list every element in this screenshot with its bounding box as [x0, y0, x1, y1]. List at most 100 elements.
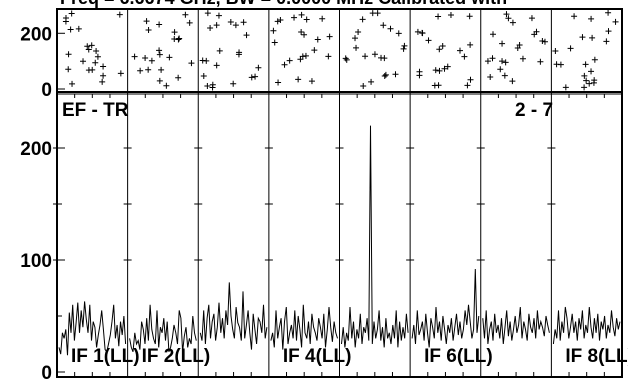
- phase-point: [441, 65, 448, 72]
- phase-point: [175, 74, 182, 81]
- phase-point: [509, 78, 516, 85]
- phase-point: [435, 13, 442, 20]
- phase-point: [537, 58, 544, 65]
- baseline-label: EF - TR: [62, 100, 129, 121]
- phase-point: [603, 38, 610, 45]
- phase-point: [590, 79, 597, 86]
- phase-point: [552, 47, 559, 54]
- phase-point: [188, 60, 195, 67]
- phase-point: [137, 67, 144, 74]
- phase-point: [240, 19, 247, 26]
- phase-point: [487, 73, 494, 80]
- phase-point: [588, 68, 595, 75]
- phase-point: [186, 19, 193, 26]
- phase-point: [215, 12, 222, 19]
- phase-point: [382, 71, 389, 78]
- phase-point: [501, 72, 508, 79]
- phase-point: [175, 36, 182, 43]
- phase-point: [444, 63, 451, 70]
- phase-point: [281, 61, 288, 68]
- phase-point: [295, 76, 302, 83]
- phase-point: [291, 14, 298, 21]
- amplitude-series: [341, 125, 409, 348]
- phase-point: [308, 78, 315, 85]
- phase-point: [213, 62, 220, 69]
- phase-point: [243, 32, 250, 39]
- phase-point: [117, 70, 124, 77]
- bottom-y-tick-label: 100: [20, 251, 52, 272]
- phase-point: [499, 40, 506, 47]
- phase-point: [209, 84, 216, 91]
- phase-point: [297, 56, 304, 63]
- phase-point: [484, 58, 491, 65]
- phase-point: [605, 9, 612, 16]
- phase-point: [182, 11, 189, 18]
- phase-point: [499, 58, 506, 65]
- phase-point: [400, 45, 407, 52]
- phase-point: [75, 25, 82, 32]
- phase-point: [204, 10, 211, 17]
- phase-point: [582, 61, 589, 68]
- phase-point: [248, 74, 255, 81]
- phase-point: [466, 13, 473, 20]
- phase-point: [514, 44, 521, 51]
- phase-point: [581, 84, 588, 91]
- phase-point: [131, 53, 138, 60]
- phase-point: [353, 44, 360, 51]
- phase-point: [359, 16, 366, 23]
- phase-point: [343, 56, 350, 63]
- phase-point: [116, 11, 123, 18]
- phase-point: [562, 84, 569, 91]
- phase-point: [516, 41, 523, 48]
- phase-point: [286, 57, 293, 64]
- phase-point: [314, 36, 321, 43]
- phase-point: [156, 47, 163, 54]
- phase-point: [270, 27, 277, 34]
- phase-point: [533, 28, 540, 35]
- if-label: IF 2(LL): [142, 346, 211, 367]
- phase-point: [467, 41, 474, 48]
- phase-point: [414, 28, 421, 35]
- phase-point: [325, 53, 332, 60]
- phase-point: [505, 15, 512, 22]
- phase-point: [275, 79, 282, 86]
- phase-point: [100, 72, 107, 79]
- phase-point: [439, 42, 446, 49]
- phase-point: [447, 12, 454, 19]
- amplitude-series: [411, 268, 480, 348]
- phase-point: [401, 42, 408, 49]
- phase-point: [274, 18, 281, 25]
- phase-point: [311, 47, 318, 54]
- phase-point: [489, 55, 496, 62]
- phase-point: [85, 46, 92, 53]
- phase-point: [207, 24, 214, 31]
- phase-point: [456, 47, 463, 54]
- phase-point: [461, 53, 468, 60]
- phase-point: [200, 72, 207, 79]
- phase-point: [392, 71, 399, 78]
- chart-title: Freq = 6.6674 GHz, BW = 0.0000 MHz Calib…: [60, 0, 507, 8]
- phase-point: [303, 16, 310, 23]
- phase-point: [435, 82, 442, 89]
- phase-point: [255, 64, 262, 71]
- phase-point: [378, 54, 385, 61]
- if-label: IF 4(LL): [283, 346, 352, 367]
- phase-point: [368, 78, 375, 85]
- phase-point: [502, 59, 509, 66]
- phase-point: [142, 55, 149, 62]
- if-label: IF 8(LL): [565, 346, 628, 367]
- phase-point: [588, 15, 595, 22]
- amplitude-series: [58, 301, 127, 356]
- phase-point: [419, 30, 426, 37]
- phase-point: [416, 68, 423, 75]
- phase-point: [148, 57, 155, 64]
- phase-point: [156, 21, 163, 28]
- phase-point: [362, 53, 369, 60]
- phase-point: [371, 51, 378, 58]
- phase-point: [163, 82, 170, 89]
- phase-point: [65, 66, 72, 73]
- amplitude-series: [199, 282, 268, 350]
- phase-point: [100, 63, 107, 70]
- phase-point: [605, 28, 612, 35]
- bottom-y-tick-label: 200: [20, 139, 52, 160]
